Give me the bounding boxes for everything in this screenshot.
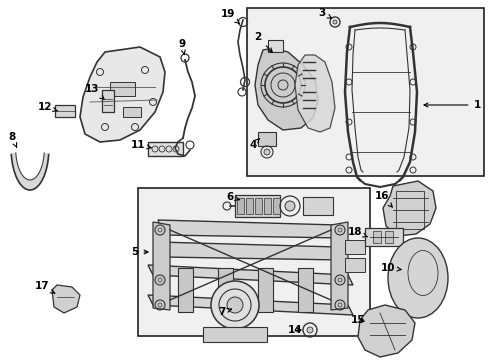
FancyBboxPatch shape [110, 82, 135, 96]
Circle shape [285, 201, 295, 211]
Circle shape [278, 80, 288, 90]
FancyBboxPatch shape [268, 40, 283, 52]
Ellipse shape [388, 238, 448, 318]
Circle shape [338, 228, 342, 232]
Polygon shape [358, 305, 415, 357]
Polygon shape [295, 55, 335, 132]
Text: 1: 1 [424, 100, 481, 110]
Polygon shape [148, 265, 353, 285]
FancyBboxPatch shape [385, 231, 393, 243]
Circle shape [227, 297, 243, 313]
Text: 14: 14 [288, 325, 302, 335]
FancyBboxPatch shape [235, 195, 280, 217]
Circle shape [307, 327, 313, 333]
Polygon shape [331, 222, 348, 310]
FancyBboxPatch shape [303, 197, 333, 215]
FancyBboxPatch shape [258, 132, 276, 146]
Polygon shape [153, 222, 170, 310]
FancyBboxPatch shape [148, 142, 183, 156]
Text: 8: 8 [8, 132, 17, 147]
Polygon shape [218, 268, 233, 312]
Text: 6: 6 [226, 192, 239, 202]
Circle shape [211, 281, 259, 329]
FancyBboxPatch shape [55, 105, 75, 117]
Text: 2: 2 [254, 32, 272, 52]
Polygon shape [52, 285, 80, 313]
Circle shape [333, 20, 337, 24]
FancyBboxPatch shape [246, 198, 253, 214]
Text: 4: 4 [249, 139, 260, 150]
Text: 3: 3 [318, 8, 332, 18]
FancyBboxPatch shape [123, 107, 141, 117]
Circle shape [338, 303, 342, 307]
Polygon shape [178, 268, 193, 312]
Polygon shape [298, 268, 313, 312]
Circle shape [338, 278, 342, 282]
FancyBboxPatch shape [138, 188, 370, 336]
Polygon shape [11, 153, 49, 190]
Text: 17: 17 [35, 281, 55, 293]
FancyBboxPatch shape [255, 198, 262, 214]
Circle shape [158, 228, 162, 232]
Polygon shape [255, 48, 318, 130]
FancyBboxPatch shape [237, 198, 244, 214]
FancyBboxPatch shape [345, 258, 365, 272]
Circle shape [158, 303, 162, 307]
Circle shape [264, 149, 270, 155]
Text: 12: 12 [38, 102, 58, 112]
Text: 7: 7 [219, 307, 231, 317]
FancyBboxPatch shape [345, 240, 365, 254]
Text: 16: 16 [375, 191, 392, 207]
FancyBboxPatch shape [273, 198, 280, 214]
Text: 13: 13 [85, 84, 104, 99]
Text: 15: 15 [351, 315, 365, 325]
Text: 5: 5 [131, 247, 148, 257]
FancyBboxPatch shape [264, 198, 271, 214]
FancyBboxPatch shape [365, 228, 403, 246]
Polygon shape [258, 268, 273, 312]
Polygon shape [80, 47, 165, 142]
Polygon shape [148, 295, 353, 315]
Polygon shape [158, 242, 343, 260]
Text: 10: 10 [381, 263, 401, 273]
FancyBboxPatch shape [102, 90, 114, 112]
Polygon shape [383, 181, 436, 236]
FancyBboxPatch shape [373, 231, 381, 243]
Text: 11: 11 [131, 140, 151, 150]
FancyBboxPatch shape [203, 327, 267, 342]
Text: 18: 18 [348, 227, 368, 237]
Text: 19: 19 [221, 9, 240, 24]
Polygon shape [158, 220, 343, 238]
Text: 9: 9 [178, 39, 186, 55]
FancyBboxPatch shape [247, 8, 484, 176]
Circle shape [158, 278, 162, 282]
